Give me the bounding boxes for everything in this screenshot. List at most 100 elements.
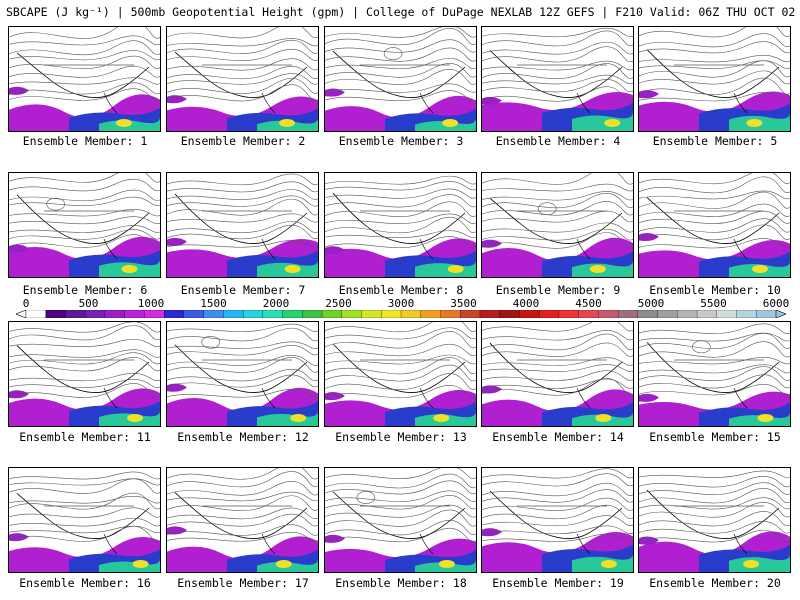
ensemble-member-label: Ensemble Member: 12 [177, 430, 309, 444]
ensemble-member-label: Ensemble Member: 13 [335, 430, 467, 444]
ensemble-member-label: Ensemble Member: 15 [649, 430, 781, 444]
ensemble-panel [166, 467, 319, 573]
ensemble-panel [8, 321, 161, 427]
ensemble-member-label: Ensemble Member: 9 [495, 283, 621, 297]
ensemble-member-label: Ensemble Member: 4 [495, 134, 621, 148]
map-graphic [482, 173, 633, 277]
ensemble-member-label: Ensemble Member: 8 [338, 283, 464, 297]
colorbar-min-arrow [16, 310, 27, 318]
colorbar-swatch [539, 310, 560, 318]
colorbar-tick-label: 2500 [325, 297, 352, 310]
ensemble-member-label: Ensemble Member: 1 [22, 134, 148, 148]
map-graphic [482, 322, 633, 426]
colorbar-swatch [164, 310, 185, 318]
colorbar-swatch [144, 310, 165, 318]
colorbar-tick-label: 5000 [637, 297, 665, 310]
colorbar-tick-label: 3000 [387, 297, 415, 310]
ensemble-panel [324, 321, 477, 427]
colorbar-swatch [302, 310, 323, 318]
ensemble-member-label: Ensemble Member: 10 [649, 283, 781, 297]
ensemble-member-label: Ensemble Member: 7 [180, 283, 306, 297]
colorbar-swatch [242, 310, 264, 318]
map-graphic [325, 175, 476, 277]
colorbar-swatch [124, 310, 145, 318]
ensemble-panel [8, 467, 161, 573]
colorbar-swatch [756, 310, 777, 318]
map-graphic [167, 27, 318, 131]
ensemble-panel [324, 26, 477, 132]
colorbar-swatch [381, 310, 402, 318]
colorbar-swatch [460, 310, 481, 318]
colorbar-swatch [617, 310, 639, 318]
colorbar-swatch [104, 310, 126, 318]
colorbar-swatch [45, 310, 66, 318]
colorbar-swatch [65, 310, 86, 318]
map-graphic [167, 173, 318, 277]
colorbar-tick-label: 1500 [200, 297, 227, 310]
ensemble-panel [324, 467, 477, 573]
map-graphic [9, 27, 160, 131]
map-graphic [325, 322, 476, 426]
colorbar-tick-label: 1000 [137, 297, 165, 310]
colorbar-swatch [262, 310, 284, 318]
map-graphic [639, 27, 790, 131]
ensemble-member-label: Ensemble Member: 19 [492, 576, 624, 590]
ensemble-panel [638, 321, 791, 427]
colorbar-tick-label: 0 [22, 297, 30, 310]
colorbar-swatch [716, 310, 737, 318]
colorbar-swatch [637, 310, 659, 318]
ensemble-member-label: Ensemble Member: 5 [652, 134, 778, 148]
colorbar-swatch [736, 310, 757, 318]
ensemble-member-label: Ensemble Member: 11 [19, 430, 151, 444]
colorbar-swatch [361, 310, 382, 318]
ensemble-panel [324, 172, 477, 278]
map-graphic [482, 468, 633, 572]
colorbar-swatch [696, 310, 718, 318]
map-graphic [325, 27, 476, 131]
colorbar-swatch [657, 310, 678, 318]
ensemble-member-label: Ensemble Member: 6 [22, 283, 148, 297]
ensemble-member-label: Ensemble Member: 16 [19, 576, 151, 590]
colorbar-swatch [558, 310, 580, 318]
colorbar-swatch [578, 310, 599, 318]
map-graphic [167, 323, 318, 426]
ensemble-panel [8, 26, 161, 132]
ensemble-panel [166, 26, 319, 132]
map-graphic [9, 173, 160, 277]
ensemble-panel [166, 321, 319, 427]
page-title: SBCAPE (J kg⁻¹) | 500mb Geopotential Hei… [6, 5, 800, 19]
ensemble-panel [8, 172, 161, 278]
colorbar-tick-label: 4000 [512, 297, 540, 310]
colorbar-tick-label: 2000 [262, 297, 290, 310]
colorbar-tick-label: 500 [78, 297, 99, 310]
ensemble-member-label: Ensemble Member: 20 [649, 576, 781, 590]
map-graphic [9, 471, 160, 572]
colorbar-tick-label: 4500 [575, 297, 602, 310]
colorbar-swatch [519, 310, 540, 318]
ensemble-member-label: Ensemble Member: 14 [492, 430, 624, 444]
colorbar-scale [16, 310, 786, 318]
ensemble-panel [481, 26, 634, 132]
ensemble-panel [481, 172, 634, 278]
map-graphic [639, 323, 790, 426]
colorbar-swatch [499, 310, 520, 318]
colorbar-max-arrow [775, 310, 786, 318]
colorbar-swatch [420, 310, 441, 318]
ensemble-panel [638, 26, 791, 132]
ensemble-panel [166, 172, 319, 278]
colorbar-swatch [282, 310, 303, 318]
map-graphic [167, 468, 318, 572]
ensemble-panel [481, 321, 634, 427]
colorbar-swatch [321, 310, 343, 318]
map-graphic [639, 470, 790, 572]
colorbar-swatch [25, 310, 47, 318]
map-graphic [9, 322, 160, 426]
colorbar-swatch [85, 310, 106, 318]
ensemble-member-label: Ensemble Member: 17 [177, 576, 309, 590]
colorbar-swatch [341, 310, 362, 318]
ensemble-member-label: Ensemble Member: 2 [180, 134, 306, 148]
ensemble-panel [481, 467, 634, 573]
colorbar-swatch [479, 310, 501, 318]
map-graphic [639, 173, 790, 277]
map-graphic [325, 468, 476, 572]
